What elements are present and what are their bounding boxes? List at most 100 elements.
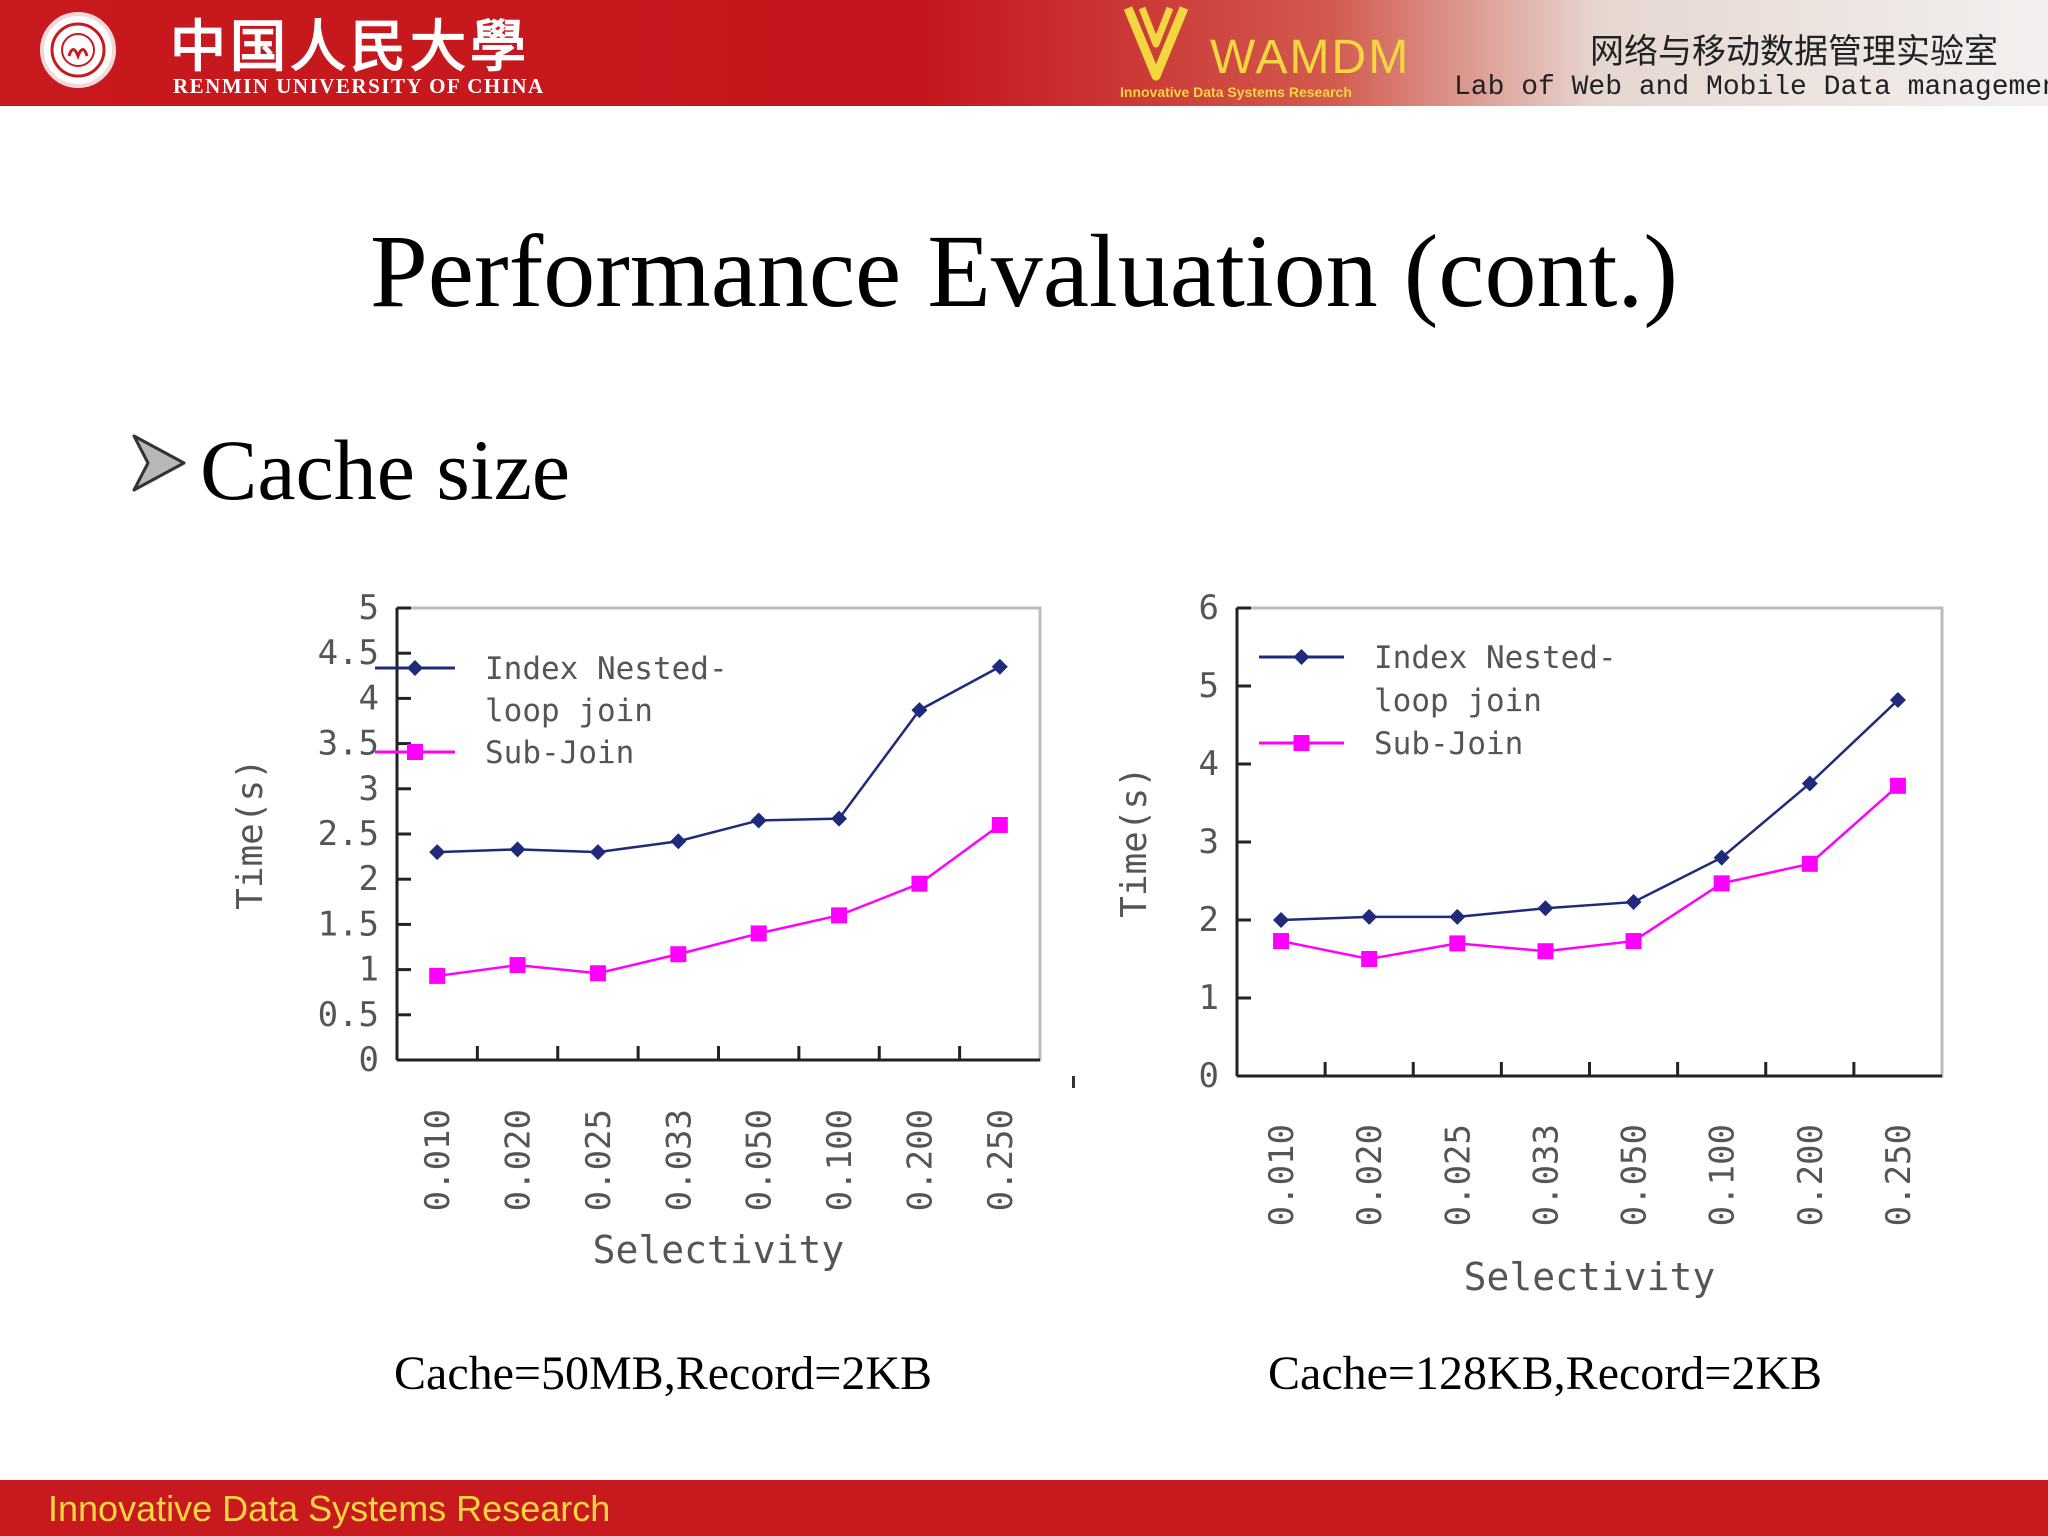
wamdm-logo-icon bbox=[1123, 6, 1189, 81]
legend-marker bbox=[1293, 735, 1310, 751]
y-tick-label: 4 bbox=[1199, 744, 1219, 784]
university-name-english: RENMIN UNIVERSITY OF CHINA bbox=[173, 74, 545, 98]
y-tick-label: 2 bbox=[359, 859, 379, 899]
legend-marker bbox=[1293, 649, 1310, 665]
y-tick-label: 0 bbox=[1199, 1056, 1219, 1096]
data-point-marker bbox=[1713, 849, 1730, 866]
data-point-marker bbox=[911, 875, 928, 892]
legend-marker bbox=[407, 660, 423, 676]
data-point-marker bbox=[831, 907, 848, 924]
x-tick-label: 0.050 bbox=[1615, 1124, 1655, 1226]
x-axis-title: Selectivity bbox=[1464, 1255, 1716, 1299]
x-tick-label: 0.200 bbox=[900, 1109, 940, 1211]
lab-name-english: Lab of Web and Mobile Data management bbox=[1454, 72, 2048, 103]
data-point-marker bbox=[1361, 908, 1378, 925]
line-chart-svg: 0 0.5 1 1.5 2 2.5 3 3.5 4 4.5 5 0.010 0.020 0.025 0.03… bbox=[230, 588, 1042, 1272]
x-tick-label: 0.025 bbox=[579, 1109, 619, 1211]
university-name-chinese: 中国人民大學 bbox=[170, 14, 530, 80]
data-point-marker bbox=[1625, 933, 1642, 950]
chart-cache-128kb: 0 1 2 3 4 5 6 0.010 0.020 0.025 0.033 0.050 0.100 0.2… bbox=[1104, 588, 1954, 1315]
data-point-marker bbox=[1713, 875, 1730, 892]
data-point-marker bbox=[750, 812, 767, 829]
y-tick-label: 2 bbox=[1199, 900, 1219, 940]
data-point-marker bbox=[1801, 775, 1818, 792]
data-point-marker bbox=[509, 841, 526, 858]
data-point-marker bbox=[1449, 935, 1466, 952]
university-seal-logo bbox=[40, 12, 116, 88]
x-tick-label: 0.033 bbox=[659, 1109, 699, 1211]
series-line bbox=[1280, 784, 1899, 961]
x-tick-label: 0.020 bbox=[499, 1109, 539, 1211]
data-point-marker bbox=[1273, 912, 1290, 928]
y-tick-label: 2.5 bbox=[318, 814, 379, 854]
slide-title: Performance Evaluation (cont.) bbox=[369, 214, 1679, 329]
y-tick-label: 4.5 bbox=[318, 633, 379, 673]
data-point-marker bbox=[429, 967, 446, 984]
data-point-marker bbox=[589, 965, 606, 982]
y-tick-label: 3.5 bbox=[318, 724, 379, 764]
bullet-arrow-icon bbox=[132, 434, 186, 492]
data-point-marker bbox=[589, 844, 606, 861]
x-axis-title: Selectivity bbox=[593, 1228, 845, 1272]
y-tick-label: 1 bbox=[359, 950, 379, 990]
wamdm-wordmark: WAMDM bbox=[1210, 31, 1411, 84]
data-point-marker bbox=[991, 816, 1008, 833]
legend-label: Index Nested- bbox=[485, 651, 728, 687]
data-point-marker bbox=[991, 658, 1008, 675]
y-tick-label: 0 bbox=[359, 1040, 379, 1080]
y-tick-label: 1 bbox=[1199, 978, 1219, 1018]
x-tick-label: 0.020 bbox=[1350, 1124, 1390, 1226]
legend-label: loop join bbox=[485, 693, 653, 729]
data-point-marker bbox=[1537, 900, 1554, 917]
x-tick-label: 0.010 bbox=[1262, 1124, 1302, 1226]
x-tick-label: 0.100 bbox=[1703, 1124, 1743, 1226]
data-point-marker bbox=[911, 702, 928, 719]
lab-name-chinese: 网络与移动数据管理实验室 bbox=[1590, 32, 1998, 72]
y-tick-label: 1.5 bbox=[318, 904, 379, 944]
footer-text: Innovative Data Systems Research bbox=[48, 1488, 611, 1529]
x-tick-label: 0.250 bbox=[981, 1109, 1021, 1211]
data-point-marker bbox=[429, 844, 446, 861]
chart-cache-50mb: 0 0.5 1 1.5 2 2.5 3 3.5 4 4.5 5 0.010 0.020 0.025 0.03… bbox=[220, 588, 1070, 1295]
header-bar: 中国人民大學 RENMIN UNIVERSITY OF CHINA WAMDM … bbox=[0, 0, 2048, 106]
series-line bbox=[1281, 699, 1899, 922]
data-point-marker bbox=[509, 957, 526, 974]
legend-label: Index Nested- bbox=[1374, 640, 1617, 676]
data-point-marker bbox=[750, 925, 767, 942]
data-point-marker bbox=[1625, 894, 1642, 911]
legend-label: loop join bbox=[1374, 683, 1542, 719]
data-point-marker bbox=[1361, 951, 1378, 967]
y-tick-label: 6 bbox=[1199, 590, 1219, 628]
wamdm-tagline: Innovative Data Systems Research bbox=[1120, 84, 1352, 100]
data-point-marker bbox=[1889, 777, 1906, 794]
bullet-cache-size: Cache size bbox=[200, 422, 571, 518]
data-point-marker bbox=[1801, 855, 1818, 872]
legend-label: Sub-Join bbox=[485, 735, 634, 771]
y-axis-title: Time(s) bbox=[230, 758, 271, 910]
x-tick-label: 0.100 bbox=[820, 1109, 860, 1211]
x-tick-label: 0.025 bbox=[1438, 1124, 1478, 1226]
data-point-marker bbox=[1537, 943, 1554, 960]
data-point-marker bbox=[1449, 908, 1466, 925]
data-point-marker bbox=[670, 833, 687, 850]
y-tick-label: 3 bbox=[1199, 822, 1219, 862]
seal-icon bbox=[50, 22, 106, 78]
series-line bbox=[437, 665, 1001, 854]
chart-caption-cache-128kb: Cache=128KB,Record=2KB bbox=[1268, 1347, 1823, 1400]
x-tick-label: 0.050 bbox=[740, 1109, 780, 1211]
y-tick-label: 4 bbox=[359, 678, 379, 718]
footer-bar: Innovative Data Systems Research bbox=[0, 1480, 2048, 1536]
y-tick-label: 5 bbox=[359, 590, 379, 628]
y-tick-label: 5 bbox=[1199, 666, 1219, 706]
data-point-marker bbox=[1889, 692, 1906, 709]
chart-caption-cache-50mb: Cache=50MB,Record=2KB bbox=[394, 1347, 933, 1400]
x-tick-label: 0.033 bbox=[1526, 1124, 1566, 1226]
data-point-marker bbox=[831, 810, 848, 827]
x-tick-label: 0.010 bbox=[418, 1109, 458, 1211]
legend-label: Sub-Join bbox=[1374, 726, 1523, 762]
x-tick-label: 0.200 bbox=[1791, 1124, 1831, 1226]
series-line bbox=[437, 823, 1001, 978]
data-point-marker bbox=[670, 946, 687, 963]
y-axis-title: Time(s) bbox=[1114, 766, 1155, 918]
x-tick-label: 0.250 bbox=[1879, 1124, 1919, 1226]
